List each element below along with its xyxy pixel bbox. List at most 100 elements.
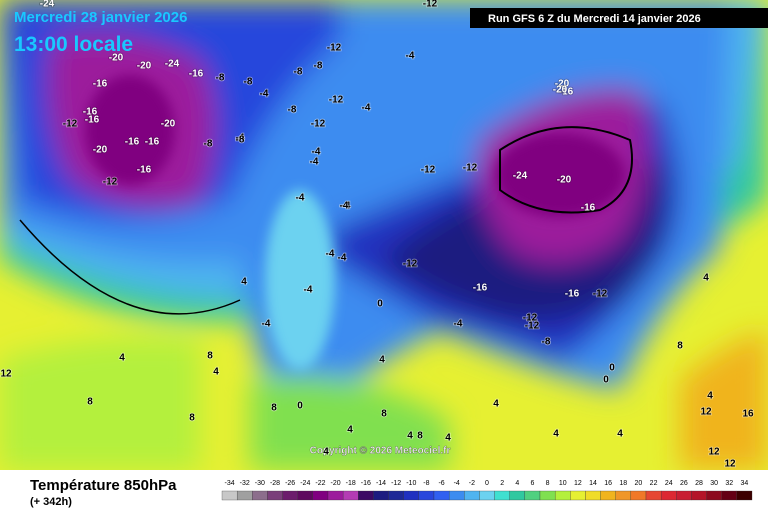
legend-swatch [433, 490, 450, 501]
contour-label: 8 [189, 413, 195, 424]
contour-label: -20 [553, 85, 568, 96]
contour-label: -4 [262, 319, 271, 330]
legend-swatch [403, 490, 420, 501]
legend-swatch [691, 490, 707, 501]
contour-label: -12 [329, 95, 344, 106]
legend-swatch [312, 490, 329, 501]
contour-label: 4 [493, 399, 499, 410]
legend-swatch [373, 490, 389, 501]
legend-swatch [448, 490, 465, 501]
contour-label: 0 [603, 375, 609, 386]
legend-swatch [539, 490, 556, 501]
legend-tick-label: 6 [530, 480, 534, 487]
contour-label: -4 [296, 193, 305, 204]
legend-tick-label: -20 [331, 480, 341, 487]
contour-label: 4 [707, 391, 713, 402]
legend-swatch [267, 490, 283, 501]
contour-label: -12 [421, 165, 436, 176]
legend-tick-label: 14 [589, 480, 597, 487]
legend-tick-label: -6 [438, 480, 444, 487]
legend-tick-label: -12 [391, 480, 401, 487]
legend-tick-label: 12 [574, 480, 582, 487]
contour-label: -4 [406, 51, 415, 62]
contour-label: -8 [294, 67, 303, 78]
contour-label: -16 [145, 137, 160, 148]
contour-label: -20 [161, 119, 176, 130]
legend-swatch [221, 490, 238, 501]
legend-tick-label: -14 [376, 480, 386, 487]
contour-label: 4 [617, 429, 623, 440]
legend-tick-label: 4 [515, 480, 519, 487]
date: Mercredi 28 janvier 2026 [14, 9, 187, 26]
contour-label: 8 [87, 397, 93, 408]
contour-label: 4 [347, 425, 353, 436]
contour-label: 8 [271, 403, 277, 414]
legend-tick-label: -18 [346, 480, 356, 487]
contour-label: -20 [137, 61, 152, 72]
legend-tick-label: -30 [255, 480, 265, 487]
contour-label: 4 [445, 433, 451, 444]
contour-label: -4 [342, 201, 351, 212]
legend-swatch [327, 490, 344, 501]
contour-label: 0 [297, 401, 303, 412]
legend-swatch [660, 490, 677, 501]
contour-label: -12 [525, 321, 540, 332]
legend-swatch [494, 490, 510, 501]
contour-label: -20 [555, 79, 570, 90]
legend-swatch [676, 490, 692, 501]
legend-tick-label: -4 [454, 480, 460, 487]
legend-swatch [464, 490, 480, 501]
contour-label: -12 [523, 313, 538, 324]
contour-label: 0 [377, 299, 383, 310]
contour-label: -8 [314, 61, 323, 72]
legend-tick-label: 24 [665, 480, 673, 487]
contour-label: -4 [326, 249, 335, 260]
run-box [470, 8, 768, 28]
contour-label: -20 [557, 175, 572, 186]
contour-label: -12 [103, 177, 118, 188]
contour-label: 4 [407, 431, 413, 442]
legend-swatch [358, 490, 374, 501]
field-title: Température 850hPa [30, 477, 177, 494]
contour-label: -8 [244, 77, 253, 88]
legend-tick-label: -26 [285, 480, 295, 487]
contour-label: -4 [362, 103, 371, 114]
copyright: Copyright © 2026 Meteociel.fr [310, 446, 451, 457]
temperature-field [0, 0, 768, 470]
contour-label: 12 [708, 447, 720, 458]
local-time: 13:00 locale [14, 33, 133, 56]
legend-tick-label: -2 [469, 480, 475, 487]
legend-swatch [342, 490, 359, 501]
legend-swatch [736, 490, 753, 501]
legend-tick-label: 22 [650, 480, 658, 487]
legend-swatch [630, 490, 647, 501]
contour-label: -16 [581, 203, 596, 214]
contour-label: -8 [236, 135, 245, 146]
contour-label: -4 [310, 157, 319, 168]
legend-swatch [236, 490, 253, 501]
legend-swatch [600, 490, 616, 501]
contour-label: -12 [423, 0, 438, 10]
contour-label: 12 [0, 369, 12, 380]
legend-tick-label: 2 [500, 480, 504, 487]
contour-label: -12 [63, 119, 78, 130]
contour-label: -24 [513, 171, 528, 182]
contour-label: -24 [165, 59, 180, 70]
contour-label: -16 [189, 69, 204, 80]
contour-label: -4 [454, 319, 463, 330]
legend-swatch [721, 490, 738, 501]
contour-label: -16 [83, 107, 98, 118]
contour-label: -16 [565, 289, 580, 300]
legend-tick-label: 18 [619, 480, 627, 487]
contour-label: 0 [609, 363, 615, 374]
run-info: Run GFS 6 Z du Mercredi 14 janvier 2026 [488, 13, 701, 25]
contour-label: -16 [125, 137, 140, 148]
legend-swatch [706, 490, 722, 501]
legend-tick-label: 28 [695, 480, 703, 487]
legend-tick-label: 10 [559, 480, 567, 487]
legend-swatch [509, 490, 526, 501]
contour-label: -8 [204, 139, 213, 150]
contour-label: -16 [93, 79, 108, 90]
